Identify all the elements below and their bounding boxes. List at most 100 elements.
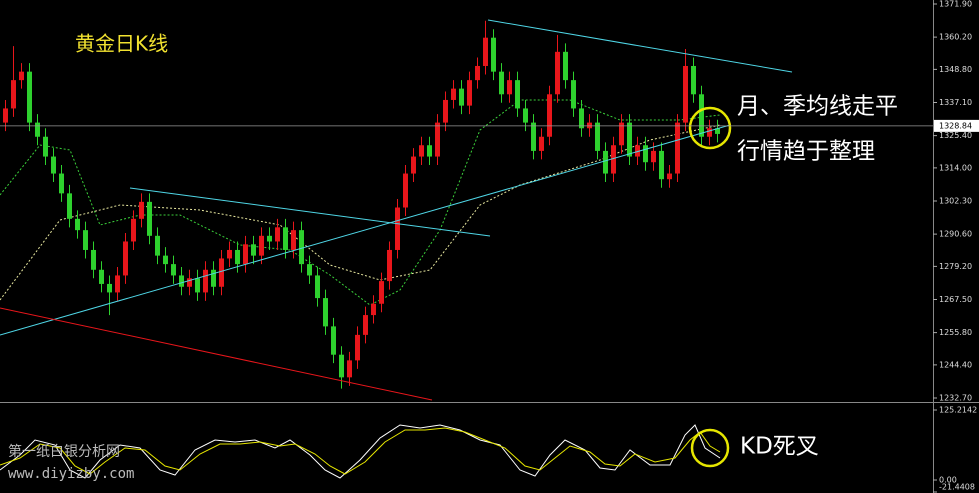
candle-body: [27, 71, 32, 123]
candle-body: [75, 218, 80, 231]
candle-body: [3, 108, 8, 123]
candle-body: [355, 334, 360, 361]
candle-body: [43, 136, 48, 157]
candle-body: [651, 150, 656, 163]
candle-body: [435, 122, 440, 157]
y-tick-label: 1232.70: [939, 394, 972, 403]
candle-body: [51, 156, 56, 174]
candle-body: [67, 193, 72, 219]
candle-body: [523, 108, 528, 123]
candle-body: [587, 122, 592, 129]
moving-average: [0, 99, 721, 306]
candle-body: [475, 65, 480, 81]
watermark: www.diyizby.com: [8, 466, 134, 482]
candle-body: [675, 122, 680, 174]
trendline: [0, 307, 433, 401]
candle-body: [275, 227, 280, 242]
candle-body: [147, 201, 152, 236]
candle-body: [363, 315, 368, 335]
candle-body: [659, 150, 664, 180]
candle-body: [403, 173, 408, 208]
candle-body: [611, 145, 616, 174]
candle-body: [331, 326, 336, 355]
candle-body: [291, 230, 296, 250]
candle-body: [667, 173, 672, 180]
candle-body: [35, 122, 40, 137]
candle-body: [251, 244, 256, 256]
candle-body: [443, 99, 448, 123]
y-tick-label: -21.4408: [939, 483, 975, 492]
stochastic-d: [0, 427, 721, 475]
candle-body: [99, 269, 104, 284]
y-tick-label: 0.00: [939, 476, 957, 485]
candle-body: [131, 218, 136, 242]
candle-body: [243, 244, 248, 265]
candle-body: [699, 94, 704, 137]
candle-body: [419, 145, 424, 157]
candle-body: [387, 249, 392, 282]
y-tick-label: 1371.90: [939, 0, 972, 9]
y-tick-label: 1360.20: [939, 33, 972, 42]
candle-body: [451, 88, 456, 100]
candle-body: [187, 278, 192, 287]
highlight-circle: [690, 428, 730, 468]
candle-body: [371, 303, 376, 316]
candle-body: [467, 80, 472, 106]
y-tick-label: 1314.00: [939, 163, 972, 172]
trendline: [129, 187, 491, 237]
y-tick-label: 1267.50: [939, 295, 972, 304]
candle-body: [171, 264, 176, 276]
last-price-box: [934, 119, 979, 132]
annotation: 行情趋于整理: [737, 139, 875, 165]
candle-body: [491, 37, 496, 72]
candle-body: [531, 122, 536, 151]
watermark: 第一纸白银分析网: [8, 443, 120, 460]
candle-body: [459, 88, 464, 106]
annotation: KD死叉: [740, 434, 819, 460]
candle-body: [579, 108, 584, 129]
y-tick-label: 1290.60: [939, 230, 972, 239]
y-tick-label: 125.2142: [939, 406, 977, 415]
moving-average: [0, 124, 721, 301]
candle-body: [139, 201, 144, 219]
candle-body: [427, 145, 432, 157]
candle-body: [211, 269, 216, 287]
y-tick-label: 1325.40: [939, 131, 972, 140]
candle-body: [195, 278, 200, 293]
candle-body: [507, 80, 512, 95]
candle-body: [563, 51, 568, 81]
candle-body: [515, 80, 520, 109]
candle-body: [499, 71, 504, 95]
y-tick-label: 1244.40: [939, 360, 972, 369]
y-tick-label: 1255.80: [939, 328, 972, 337]
chart-title: 黄金日K线: [75, 32, 168, 56]
trendline: [0, 124, 731, 336]
candle-body: [555, 51, 560, 95]
candle-body: [283, 227, 288, 250]
candle-body: [707, 128, 712, 137]
candle-body: [395, 207, 400, 250]
candle-body: [91, 249, 96, 270]
candle-body: [83, 230, 88, 250]
candle-body: [347, 360, 352, 378]
candle-body: [691, 65, 696, 95]
last-price-label: 1328.84: [939, 121, 972, 130]
y-tick-label: 1337.10: [939, 98, 972, 107]
y-tick-label: 1302.30: [939, 197, 972, 206]
candle-body: [683, 65, 688, 123]
candle-body: [547, 94, 552, 137]
candle-body: [307, 264, 312, 276]
trendline: [487, 19, 793, 73]
y-tick-label: 1279.20: [939, 262, 972, 271]
candle-body: [19, 71, 24, 81]
candle-body: [339, 354, 344, 378]
candle-body: [227, 249, 232, 259]
candle-body: [259, 235, 264, 256]
candle-body: [163, 255, 168, 265]
candle-body: [115, 275, 120, 293]
candle-body: [595, 122, 600, 151]
candle-body: [379, 281, 384, 304]
candle-body: [483, 37, 488, 66]
